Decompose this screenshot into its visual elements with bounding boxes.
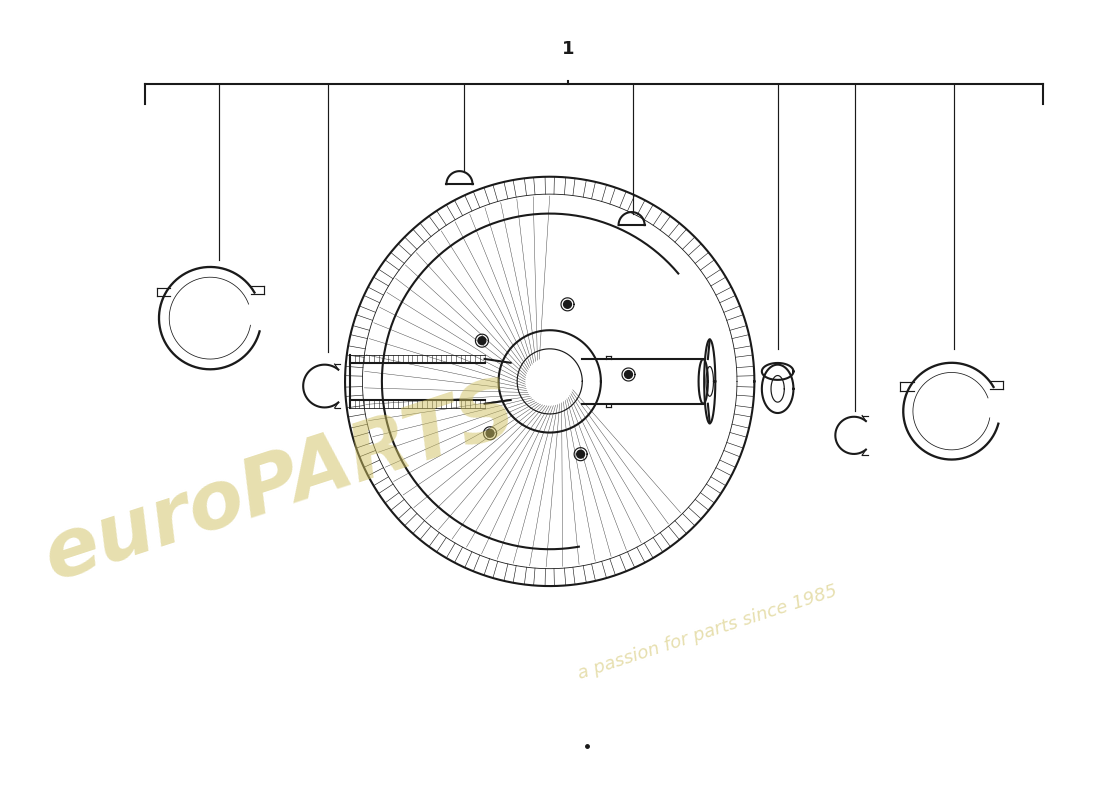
Circle shape xyxy=(478,337,486,345)
Circle shape xyxy=(486,430,494,437)
Text: 1: 1 xyxy=(562,40,574,58)
Circle shape xyxy=(576,450,584,458)
Text: a passion for parts since 1985: a passion for parts since 1985 xyxy=(575,582,840,683)
Circle shape xyxy=(563,301,571,308)
Circle shape xyxy=(625,370,632,378)
Text: euroPARTS: euroPARTS xyxy=(34,370,526,597)
